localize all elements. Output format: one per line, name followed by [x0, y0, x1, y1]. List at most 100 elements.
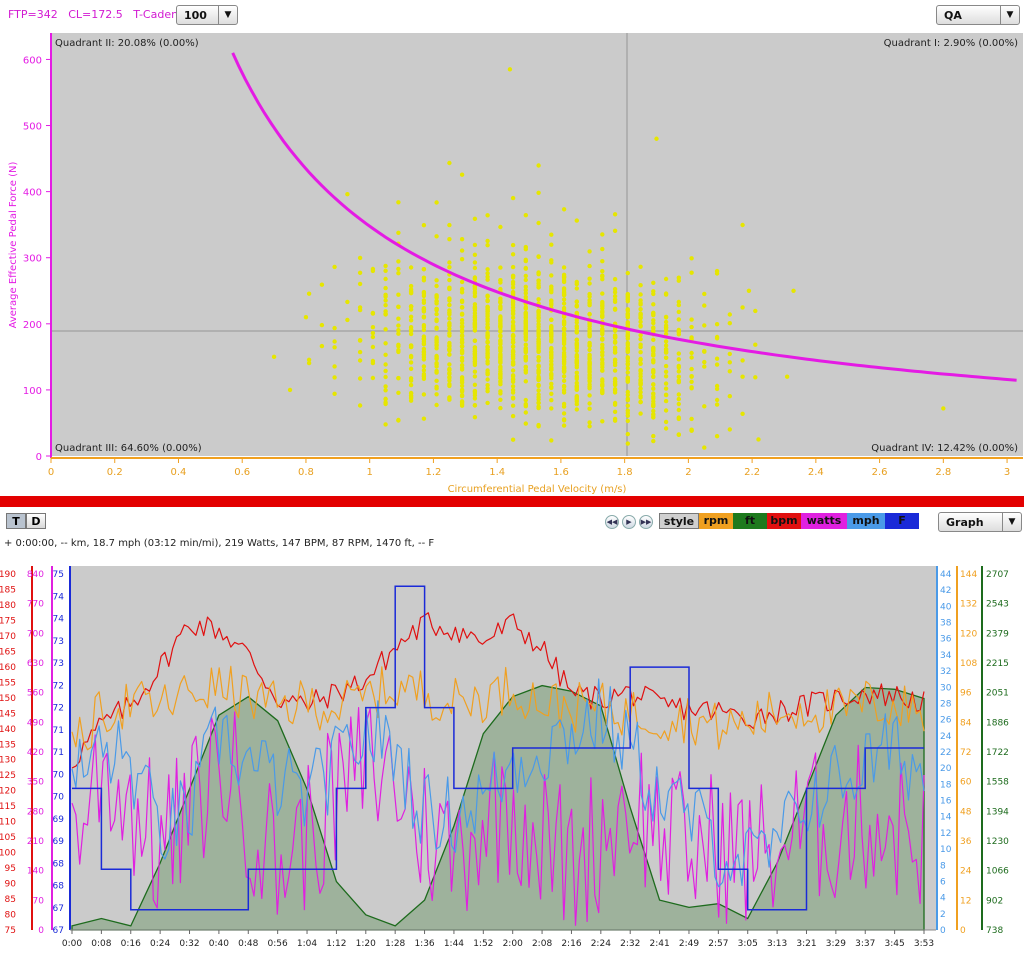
y-axis-label: Average Effective Pedal Force (N) [8, 161, 19, 328]
scatter-point [638, 292, 643, 297]
scatter-point [485, 386, 490, 391]
scatter-point [587, 420, 592, 425]
scatter-point [714, 362, 720, 367]
scatter-point [600, 337, 605, 342]
view-dropdown-label: QA [944, 9, 962, 22]
scatter-point [447, 298, 452, 303]
distance-toggle-button[interactable]: D [26, 513, 46, 529]
f-axis-tick-label: 68 [53, 882, 65, 892]
scatter-point [523, 257, 528, 262]
scatter-point [587, 424, 592, 429]
scatter-point [447, 374, 452, 380]
scatter-point [498, 364, 503, 369]
scatter-point [498, 371, 503, 377]
mph-axis-tick-label: 38 [940, 619, 952, 629]
bpm-axis-tick-label: 90 [5, 880, 17, 890]
time-tick-label: 2:32 [620, 939, 640, 949]
rewind-icon[interactable]: ◀◀ [605, 515, 619, 529]
scatter-point [459, 365, 465, 371]
scatter-point [612, 360, 618, 365]
scatter-point [574, 407, 579, 412]
time-toggle-button[interactable]: T [6, 513, 26, 529]
scatter-point [587, 263, 592, 269]
scatter-point [651, 302, 656, 307]
time-tick-label: 2:16 [561, 939, 581, 949]
play-icon[interactable]: ▶ [622, 515, 636, 529]
bpm-axis-tick-label: 110 [0, 818, 16, 828]
scatter-point [472, 382, 478, 387]
scatter-point [574, 394, 579, 400]
section-divider [0, 496, 1024, 507]
series-toggle-ft[interactable]: ft [733, 513, 767, 529]
scatter-point [498, 376, 503, 381]
f-axis-tick-label: 70 [53, 793, 65, 803]
scatter-point [459, 257, 465, 262]
scatter-point [447, 316, 452, 321]
scatter-point [408, 398, 414, 403]
scatter-point [612, 228, 618, 233]
time-tick-label: 2:57 [708, 939, 728, 949]
scatter-point [472, 302, 478, 307]
rpm-axis-tick-label: 72 [960, 748, 971, 758]
scatter-point [600, 419, 605, 424]
scatter-point [536, 388, 541, 393]
rpm-axis-tick-label: 144 [960, 570, 977, 580]
watts-axis-tick-label: 140 [27, 867, 44, 877]
x-axis-label: Circumferential Pedal Velocity (m/s) [448, 484, 627, 495]
y-tick-label: 0 [36, 452, 42, 463]
value-dropdown[interactable]: 100 ▼ [176, 5, 238, 25]
scatter-point [357, 349, 363, 355]
scatter-point [714, 336, 720, 341]
mph-axis-tick-label: 42 [940, 586, 951, 596]
scatter-point [561, 327, 567, 332]
scatter-point [434, 370, 439, 375]
scatter-point [651, 325, 656, 330]
scatter-point [625, 299, 630, 304]
scatter-point [396, 323, 401, 328]
scatter-point [485, 325, 490, 330]
ftp-label: FTP=342 [8, 8, 58, 21]
time-tick-label: 2:49 [679, 939, 699, 949]
scatter-point [498, 280, 503, 285]
scatter-point [421, 307, 427, 313]
scatter-point [574, 354, 579, 359]
scatter-point [676, 432, 681, 437]
scatter-point [600, 382, 605, 388]
scatter-point [523, 287, 528, 293]
series-toggle-rpm[interactable]: rpm [699, 513, 733, 529]
scatter-point [612, 294, 618, 299]
scatter-point [612, 307, 618, 312]
view-dropdown[interactable]: QA ▼ [936, 5, 1020, 25]
fast-forward-icon[interactable]: ▶▶ [639, 515, 653, 529]
x-tick-label: 0.4 [171, 467, 187, 478]
scatter-point [434, 362, 439, 367]
scatter-point [396, 292, 401, 297]
scatter-point [383, 276, 388, 282]
graph-dropdown[interactable]: Graph ▼ [938, 512, 1022, 532]
scatter-point [332, 339, 337, 344]
scatter-point [498, 329, 503, 334]
scatter-point [523, 305, 528, 310]
scatter-point [549, 260, 554, 265]
time-tick-label: 0:48 [238, 939, 258, 949]
scatter-point [447, 222, 452, 228]
series-toggle-style[interactable]: style [659, 513, 699, 529]
scatter-point [510, 368, 516, 373]
scatter-point [459, 248, 465, 253]
series-toggle-watts[interactable]: watts [801, 513, 847, 529]
scatter-point [663, 314, 669, 320]
scatter-point [523, 284, 528, 289]
series-toggle-bpm[interactable]: bpm [767, 513, 801, 529]
scatter-point [676, 278, 681, 283]
scatter-point [472, 285, 478, 291]
scatter-point [784, 374, 790, 379]
scatter-point [536, 278, 541, 283]
scatter-point [740, 222, 745, 228]
series-toggle-f[interactable]: F [885, 513, 919, 529]
f-axis-tick-label: 71 [53, 726, 64, 736]
scatter-point [421, 336, 427, 342]
scatter-point [510, 356, 516, 361]
scatter-point [587, 386, 592, 391]
series-toggle-mph[interactable]: mph [847, 513, 885, 529]
scatter-point [408, 382, 414, 388]
